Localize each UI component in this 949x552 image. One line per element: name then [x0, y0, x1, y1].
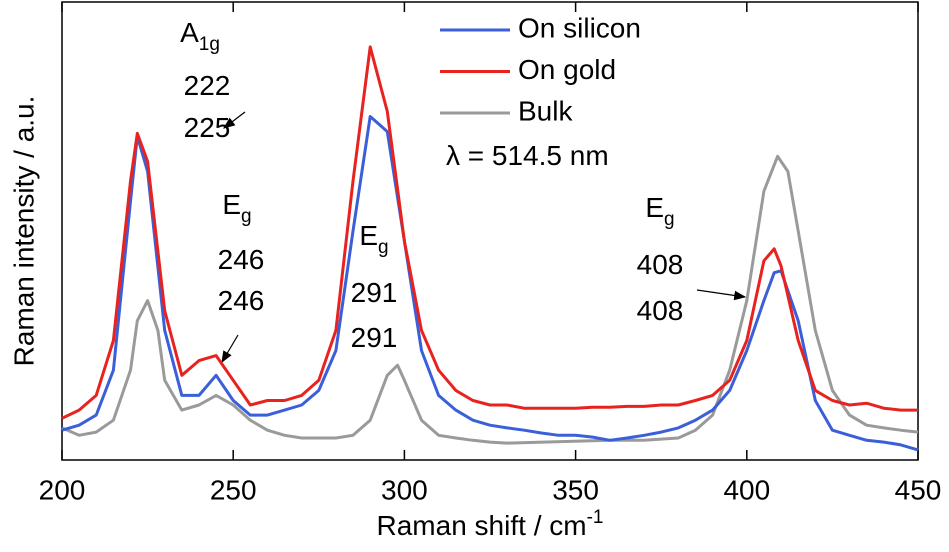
annotation-text: 222	[184, 70, 231, 101]
annotation-text: E	[359, 220, 378, 251]
annotation-sub: g	[241, 206, 252, 227]
annotation: 408	[637, 249, 684, 280]
x-axis-label: Raman shift / cm-1	[377, 507, 604, 541]
annotation: Eg	[359, 220, 388, 258]
annotation-sub: 1g	[199, 34, 220, 55]
x-tick-label: 250	[210, 474, 257, 505]
annotation: Eg	[222, 189, 251, 227]
x-tick-label: 200	[39, 474, 86, 505]
annotation-sub: g	[378, 237, 389, 258]
series-line	[61, 115, 919, 452]
arrow	[223, 111, 246, 129]
annotation: 291	[351, 322, 398, 353]
x-axis-label-sup: -1	[587, 507, 604, 528]
annotation-text: λ = 514.5 nm	[446, 140, 609, 171]
annotation-text: A	[180, 17, 199, 48]
annotation: 225	[184, 112, 231, 143]
legend-label: On silicon	[518, 12, 641, 43]
arrow	[221, 334, 239, 364]
annotation-text: E	[222, 189, 241, 220]
annotation: A1g	[180, 17, 220, 55]
arrow	[696, 289, 747, 301]
annotation-text: 291	[351, 277, 398, 308]
annotation: 246	[218, 285, 265, 316]
annotation: Eg	[645, 192, 674, 230]
x-tick-label: 350	[552, 474, 599, 505]
annotation-text: 408	[637, 295, 684, 326]
legend-label: Bulk	[518, 95, 573, 126]
annotation-text: 225	[184, 112, 231, 143]
series-line	[61, 154, 919, 445]
annotation-text: 246	[218, 285, 265, 316]
annotation-text: 291	[351, 322, 398, 353]
x-axis-label-text: Raman shift / cm	[377, 510, 587, 541]
x-tick-label: 400	[723, 474, 770, 505]
x-tick-label: 300	[381, 474, 428, 505]
legend-label: On gold	[518, 54, 616, 85]
annotation-sub: g	[664, 209, 675, 230]
annotation: λ = 514.5 nm	[446, 140, 609, 171]
annotation: 408	[637, 295, 684, 326]
x-tick-label: 450	[895, 474, 942, 505]
annotation: 291	[351, 277, 398, 308]
annotation-text: 246	[218, 244, 265, 275]
annotation-text: 408	[637, 249, 684, 280]
series-line	[61, 45, 918, 420]
annotation: 222	[184, 70, 231, 101]
y-axis-label: Raman intensity / a.u.	[8, 96, 39, 367]
plot-frame	[61, 1, 919, 461]
annotation-text: E	[645, 192, 664, 223]
annotation: 246	[218, 244, 265, 275]
